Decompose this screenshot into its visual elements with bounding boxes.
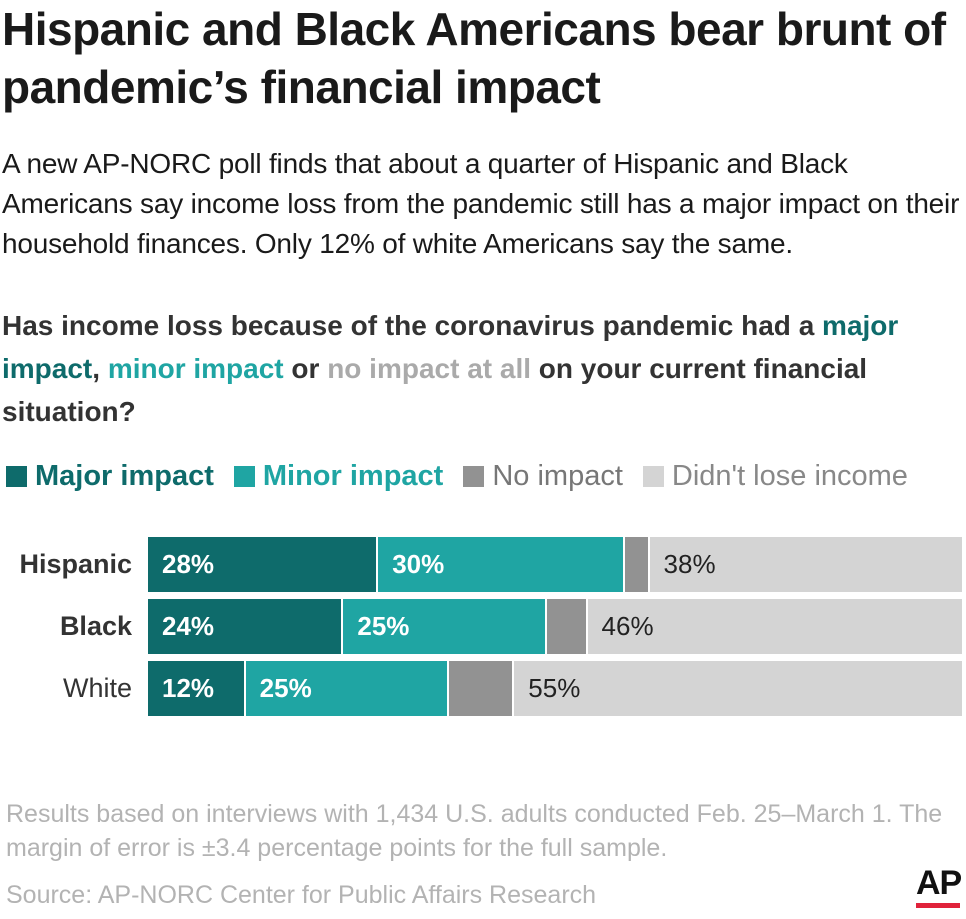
question-separator-1: , [92,353,108,384]
bar-segment-black-none [546,599,586,654]
data-label-white-major: 12% [162,673,215,703]
data-label-hispanic-minor: 30% [392,549,445,579]
ap-logo: AP [916,866,962,910]
question-suffix: on your current financial situation? [2,353,868,427]
methodology-note: Results based on interviews with 1,434 U… [6,800,943,862]
legend-label-didnt-lose: Didn't lose income [671,459,908,492]
bar-segment-white-didnt-lose [514,661,962,716]
question-prefix: Has income loss because of the coronavir… [2,310,823,341]
chart-subtitle: A new AP-NORC poll finds that about a qu… [2,148,960,259]
source-line: Source: AP-NORC Center for Public Affair… [6,881,597,909]
chart-legend: Major impact Minor impact No impact Didn… [6,456,928,496]
question-no-impact: no impact at all [327,353,532,384]
bar-segment-white-none [449,661,513,716]
ap-logo-bar [916,903,960,908]
legend-swatch-none [463,465,485,487]
bar-segment-black-didnt-lose [587,599,962,654]
legend-label-major: Major impact [35,459,214,492]
legend-item-none: No impact [463,460,623,493]
question-separator-2: or [283,353,328,384]
stacked-bar-chart: Hispanic 28% 30% 38% Black 24% 25% 46% White 12% 2… [0,530,966,730]
question-major-impact: major impact [2,310,899,384]
legend-item-major: Major impact [6,460,214,493]
data-label-white-minor: 25% [259,673,312,703]
data-label-black-major: 24% [162,611,215,641]
legend-label-none: No impact [492,459,623,492]
bar-segment-hispanic-didnt-lose [649,537,962,592]
data-label-white-didnt-lose: 55% [528,673,581,703]
data-label-black-didnt-lose: 46% [601,611,654,641]
bar-segment-hispanic-major [148,537,377,592]
legend-swatch-didnt-lose [642,465,664,487]
bar-segment-white-major [148,661,244,716]
row-label-hispanic: Hispanic [19,549,132,579]
legend-item-minor: Minor impact [233,459,444,493]
data-label-black-minor: 25% [357,611,410,641]
row-label-black: Black [59,611,132,641]
question-minor-impact: minor impact [107,353,284,384]
data-label-hispanic-didnt-lose: 38% [663,549,716,579]
legend-item-didnt-lose: Didn't lose income [642,459,908,493]
bar-segment-white-minor [245,661,448,716]
data-label-hispanic-major: 28% [162,549,215,579]
row-label-white: White [62,673,132,703]
bar-segment-hispanic-none [624,537,648,592]
bar-segment-black-minor [343,599,545,654]
ap-logo-text: AP [916,864,962,902]
legend-label-minor: Minor impact [262,459,444,492]
chart-title: Hispanic and Black Americans bear brunt … [2,3,946,113]
bar-segment-hispanic-minor [378,537,623,592]
legend-swatch-minor [233,465,255,487]
survey-question: Has income loss because of the coronavir… [2,304,957,433]
bar-segment-black-major [148,599,342,654]
legend-swatch-major [6,465,27,487]
